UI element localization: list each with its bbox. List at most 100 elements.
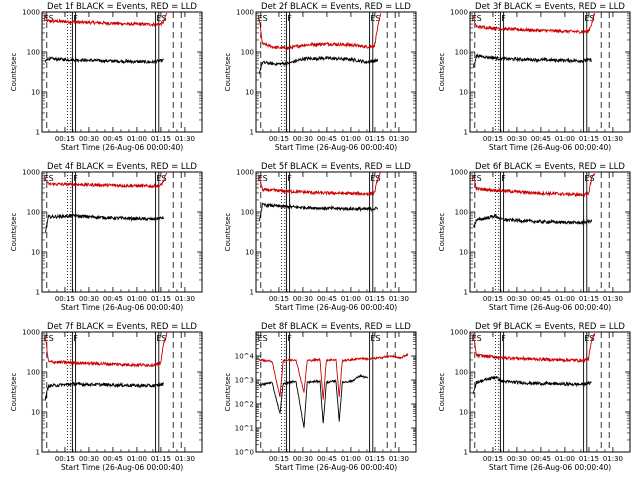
chart-title: Det 4f BLACK = Events, RED = LLD	[47, 162, 197, 172]
y-tick-label: 10^4	[235, 353, 255, 361]
annotation-es-end: ES	[584, 334, 594, 343]
x-tick-label: 01:30	[175, 295, 195, 303]
y-tick-label: 10^2	[235, 401, 254, 409]
x-tick-label: 01:00	[555, 295, 575, 303]
axes-frame	[469, 11, 631, 133]
series-events-black-line	[258, 373, 369, 428]
series-events-black-line	[258, 55, 379, 75]
annotation-es-end: ES	[584, 174, 594, 183]
x-tick-label: 00:45	[531, 135, 551, 143]
y-tick-label: 1	[36, 289, 40, 297]
annotation-es-end: ES	[584, 14, 594, 23]
x-tick-label: 01:00	[555, 135, 575, 143]
annotation-es-start: ES	[472, 14, 482, 23]
chart-panel-1: Det 1f BLACK = Events, RED = LLD 1 10 100 10…	[10, 2, 203, 152]
y-tick-label: 1000	[236, 169, 254, 177]
x-tick-label: 01:30	[175, 455, 195, 463]
x-tick-label: 00:45	[531, 455, 551, 463]
y-tick-label: 100	[455, 209, 468, 217]
axes-frame	[41, 171, 203, 293]
chart-panel-8: Det 8f BLACK = Events, RED = LLD 10^0 10^1…	[224, 322, 417, 472]
x-tick-label: 01:30	[603, 135, 623, 143]
chart-title: Det 6f BLACK = Events, RED = LLD	[475, 162, 625, 172]
chart-title: Det 1f BLACK = Events, RED = LLD	[47, 2, 197, 12]
x-tick-label: 00:45	[317, 135, 337, 143]
series-lld-red-line	[44, 332, 168, 368]
chart-title: Det 7f BLACK = Events, RED = LLD	[47, 322, 197, 332]
y-tick-label: 10^0	[235, 449, 254, 457]
chart-panel-9: Det 9f BLACK = Events, RED = LLD 1 10 100 10…	[438, 322, 631, 472]
x-tick-label: 00:15	[483, 295, 503, 303]
axes-frame	[255, 171, 417, 293]
axes-frame	[41, 11, 203, 133]
series-events-black-line	[45, 213, 165, 233]
x-tick-label: 00:30	[79, 135, 99, 143]
axes-frame	[469, 331, 631, 453]
chart-title: Det 8f BLACK = Events, RED = LLD	[261, 322, 411, 332]
y-tick-label: 10	[459, 249, 468, 257]
y-tick-label: 10	[459, 89, 468, 97]
y-axis-label: Counts/sec	[10, 53, 18, 92]
x-tick-label: 00:15	[55, 295, 75, 303]
x-axis-label: Start Time (26-Aug-06 00:00:40)	[489, 463, 611, 472]
annotation-es-start: ES	[472, 174, 482, 183]
x-tick-label: 01:30	[603, 295, 623, 303]
x-axis-label: Start Time (26-Aug-06 00:00:40)	[275, 303, 397, 312]
y-tick-label: 100	[455, 369, 468, 377]
annotation-es-end: ES	[156, 14, 166, 23]
axes-frame	[41, 331, 203, 453]
series-events-black-line	[473, 53, 592, 68]
x-tick-label: 01:15	[365, 295, 385, 303]
x-tick-label: 00:30	[293, 135, 313, 143]
y-tick-label: 100	[27, 369, 40, 377]
annotation-f: F	[501, 14, 506, 23]
annotation-es-end: ES	[370, 174, 380, 183]
series-lld-red-line	[44, 172, 168, 189]
x-tick-label: 01:15	[365, 135, 385, 143]
x-tick-label: 00:30	[293, 295, 313, 303]
chart-title: Det 2f BLACK = Events, RED = LLD	[261, 2, 411, 12]
series-events-black-line	[44, 381, 164, 401]
x-tick-label: 00:15	[269, 295, 289, 303]
x-tick-label: 00:45	[317, 455, 337, 463]
y-tick-label: 1	[464, 129, 468, 137]
x-tick-label: 00:15	[269, 455, 289, 463]
y-axis-label: Counts/sec	[438, 373, 446, 412]
x-axis-label: Start Time (26-Aug-06 00:00:40)	[275, 463, 397, 472]
x-tick-label: 00:15	[483, 135, 503, 143]
x-tick-label: 00:30	[293, 455, 313, 463]
chart-panel-2: Det 2f BLACK = Events, RED = LLD 1 10 100 10…	[224, 2, 417, 152]
chart-title: Det 3f BLACK = Events, RED = LLD	[475, 2, 625, 12]
y-tick-label: 1000	[450, 9, 468, 17]
x-tick-label: 01:30	[389, 295, 409, 303]
y-tick-label: 10	[245, 249, 254, 257]
annotation-f: F	[501, 334, 506, 343]
annotation-es-start: ES	[258, 174, 268, 183]
series-events-black-line	[44, 56, 164, 65]
x-tick-label: 00:30	[507, 135, 527, 143]
y-tick-label: 100	[241, 49, 254, 57]
annotation-es-start: ES	[44, 174, 54, 183]
x-tick-label: 01:15	[365, 455, 385, 463]
annotation-f: F	[73, 174, 78, 183]
axes-frame	[469, 171, 631, 293]
chart-panel-7: Det 7f BLACK = Events, RED = LLD 1 10 100 10…	[10, 322, 203, 472]
y-axis-label: Counts/sec	[438, 53, 446, 92]
x-tick-label: 01:30	[389, 455, 409, 463]
x-tick-label: 00:15	[483, 455, 503, 463]
annotation-f: F	[287, 14, 292, 23]
x-axis-label: Start Time (26-Aug-06 00:00:40)	[275, 143, 397, 152]
y-tick-label: 1	[464, 449, 468, 457]
chart-title: Det 9f BLACK = Events, RED = LLD	[475, 322, 625, 332]
x-tick-label: 00:45	[317, 295, 337, 303]
annotation-f: F	[73, 14, 78, 23]
annotation-es-start: ES	[44, 334, 54, 343]
y-tick-label: 1	[36, 449, 40, 457]
series-lld-red-line	[258, 352, 409, 400]
series-lld-red-line	[258, 171, 382, 197]
series-events-black-line	[258, 202, 379, 222]
x-tick-label: 00:30	[79, 295, 99, 303]
x-axis-label: Start Time (26-Aug-06 00:00:40)	[61, 303, 183, 312]
y-tick-label: 1000	[22, 169, 40, 177]
